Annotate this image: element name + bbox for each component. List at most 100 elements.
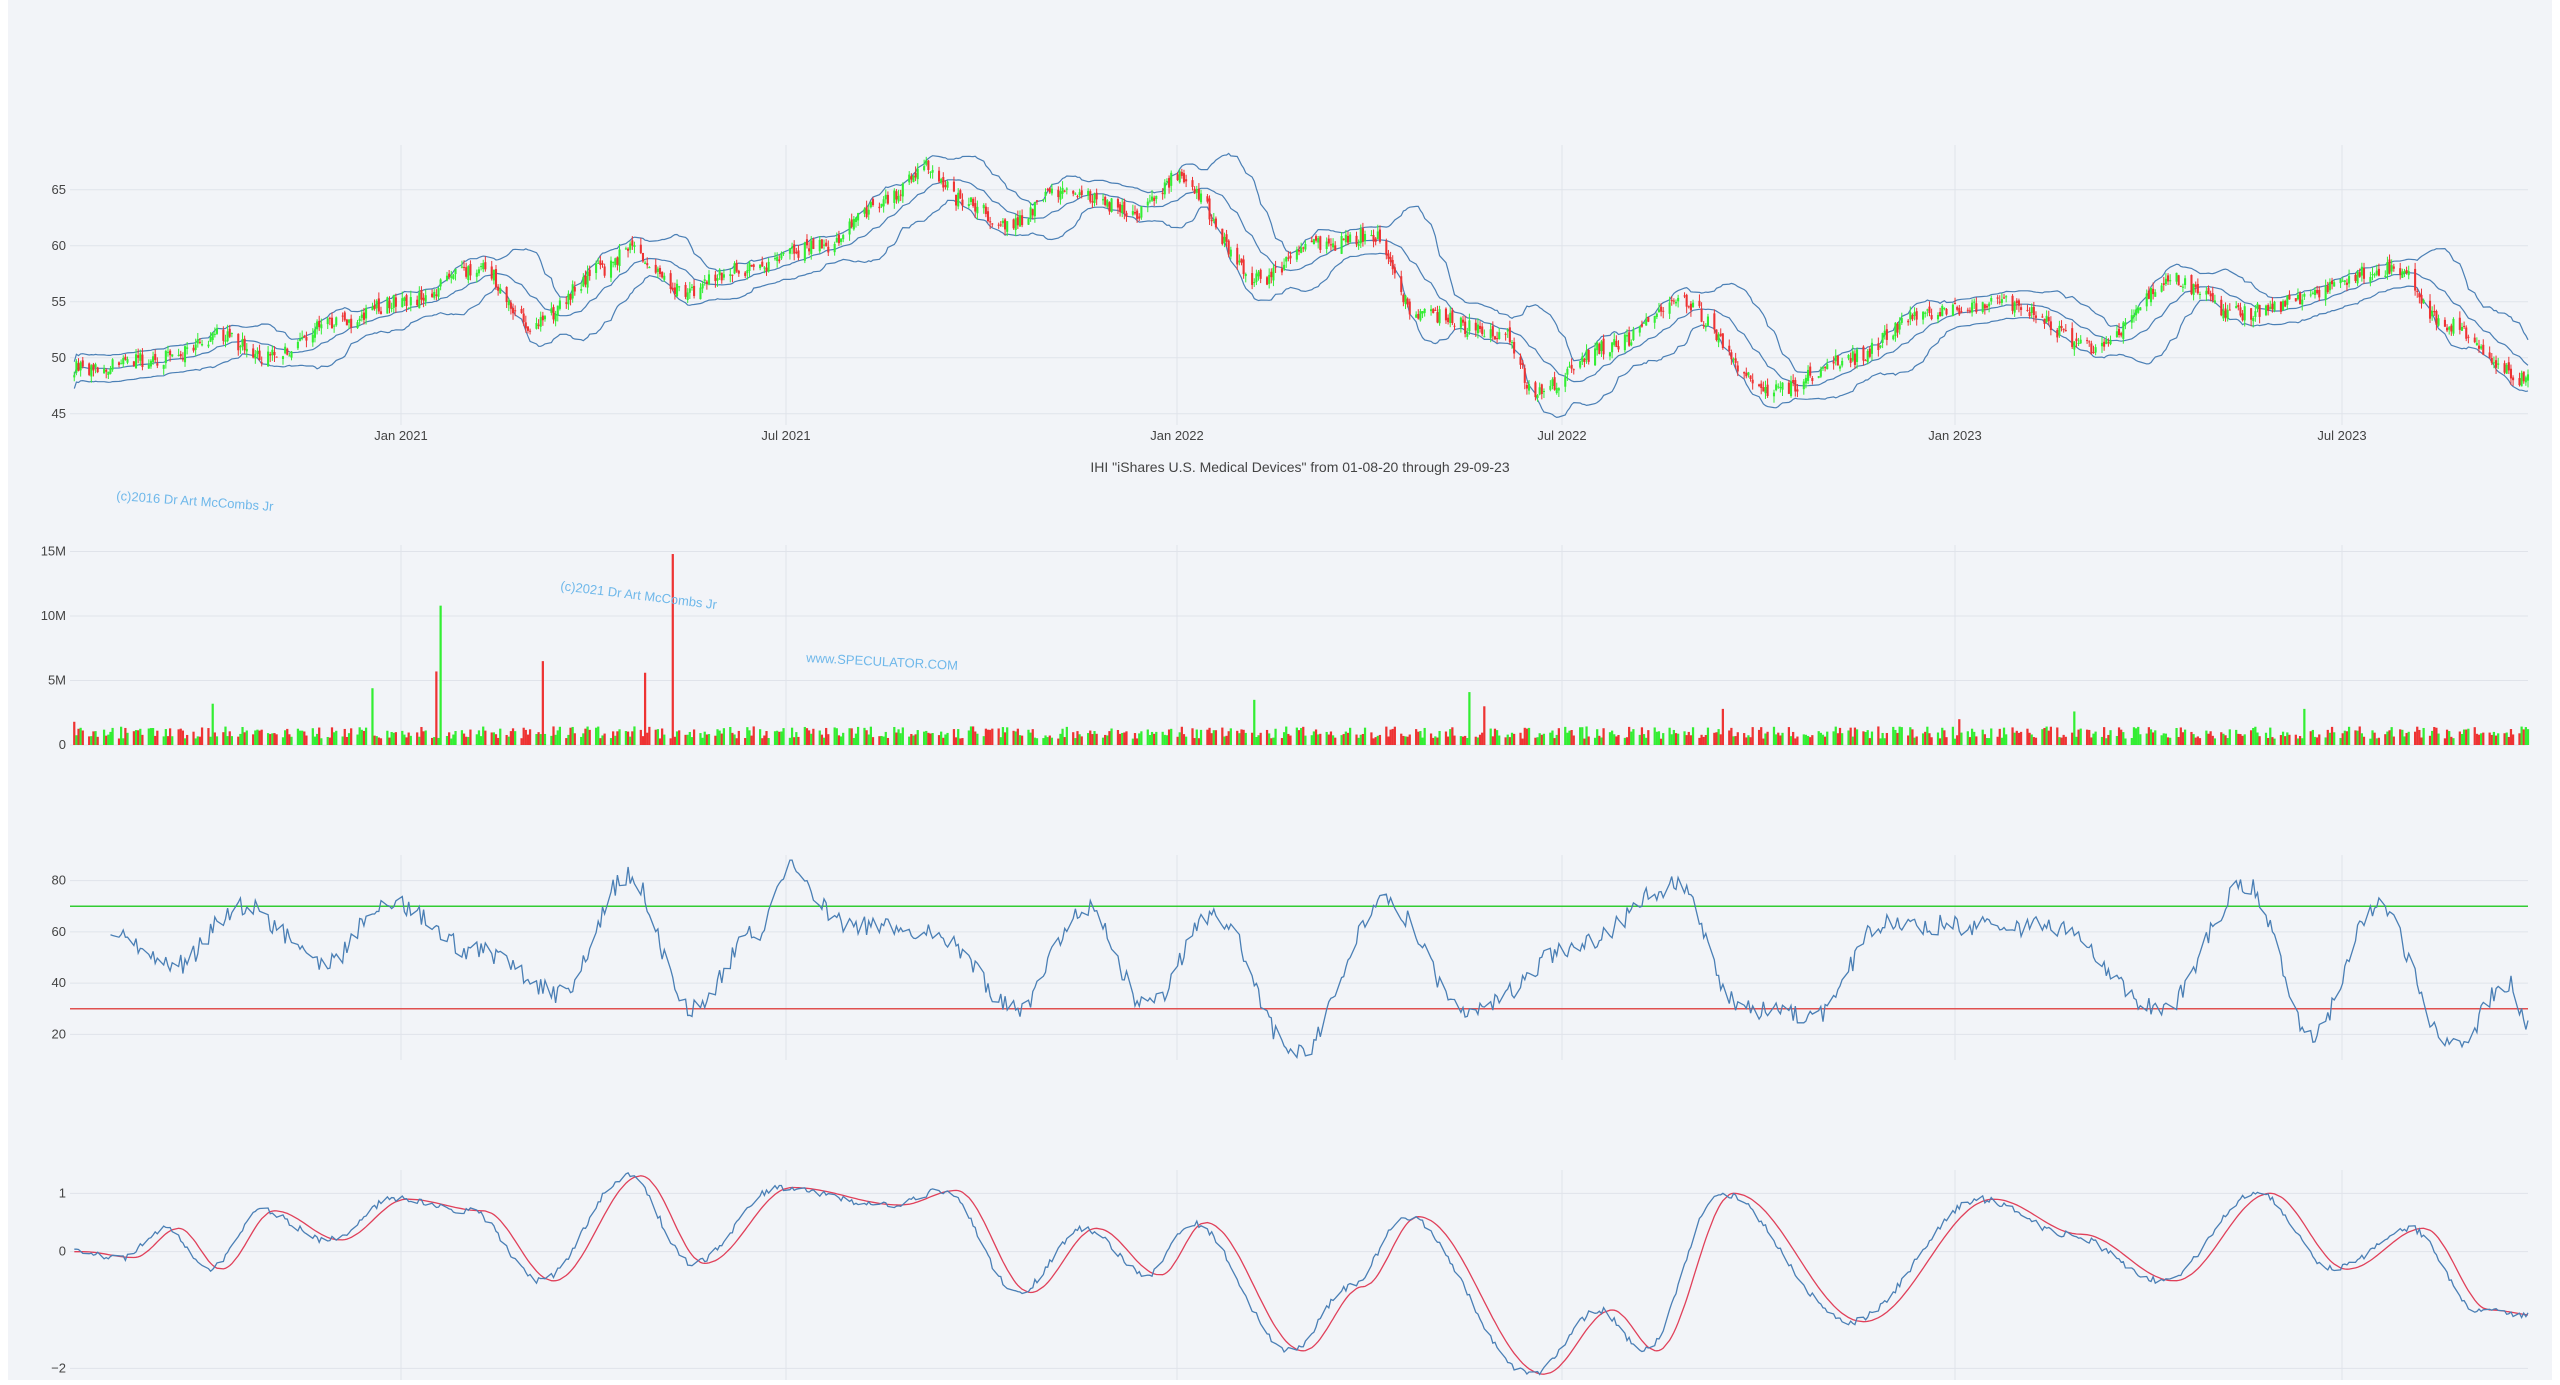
volume-bar bbox=[1687, 731, 1690, 745]
volume-bar bbox=[1826, 731, 1829, 745]
candle-body bbox=[343, 312, 346, 321]
volume-bar bbox=[109, 731, 112, 745]
candle-body bbox=[603, 266, 606, 276]
candle-body bbox=[1093, 193, 1096, 203]
volume-bar bbox=[820, 734, 824, 745]
candle-body bbox=[2132, 314, 2135, 318]
candle-body bbox=[328, 317, 331, 319]
candle-body bbox=[955, 194, 958, 206]
volume-bar bbox=[462, 733, 466, 745]
candle-body bbox=[2107, 342, 2110, 344]
volume-bar bbox=[377, 737, 380, 745]
candle-body bbox=[1101, 199, 1105, 201]
candle-body bbox=[90, 365, 93, 377]
candle-body bbox=[2343, 280, 2346, 283]
volume-bar bbox=[626, 731, 630, 745]
volume-bar bbox=[1483, 706, 1486, 745]
candle-body bbox=[1985, 305, 1989, 308]
volume-bar bbox=[565, 738, 568, 745]
candle-body bbox=[588, 269, 591, 276]
candle-body bbox=[927, 160, 930, 170]
candle-body bbox=[2522, 371, 2525, 382]
candle-body bbox=[2139, 307, 2142, 311]
volume-bar bbox=[927, 732, 930, 745]
candle-body bbox=[1474, 322, 1477, 331]
volume-bar bbox=[567, 734, 570, 745]
volume-bar bbox=[790, 727, 794, 745]
volume-bar bbox=[2405, 732, 2408, 745]
volume-bar bbox=[2505, 732, 2508, 745]
volume-bar bbox=[944, 734, 947, 745]
candle-body bbox=[2384, 275, 2387, 278]
candle-body bbox=[1014, 218, 1017, 231]
volume-bar bbox=[1847, 730, 1850, 745]
candle-body bbox=[1359, 229, 1362, 244]
volume-bar bbox=[1176, 736, 1179, 745]
candle-body bbox=[2328, 282, 2331, 291]
volume-bar bbox=[1259, 732, 1262, 745]
candle-body bbox=[1342, 238, 1345, 240]
candle-body bbox=[298, 338, 302, 341]
candle-body bbox=[1907, 320, 1910, 323]
volume-bar bbox=[1421, 737, 1424, 745]
volume-bar bbox=[2341, 733, 2344, 745]
candle-body bbox=[1123, 201, 1126, 213]
volume-bar bbox=[469, 729, 472, 745]
volume-bar bbox=[897, 729, 900, 745]
candle-body bbox=[882, 199, 885, 207]
volume-bar bbox=[164, 729, 167, 745]
volume-bar bbox=[1728, 730, 1731, 745]
candle-body bbox=[260, 362, 263, 364]
volume-bar bbox=[448, 732, 451, 745]
candle-body bbox=[2264, 305, 2268, 316]
volume-bar bbox=[290, 736, 293, 745]
volume-bar bbox=[1655, 731, 1658, 745]
volume-bar bbox=[1319, 733, 1322, 745]
volume-bar bbox=[215, 736, 219, 745]
volume-bar bbox=[1170, 728, 1173, 745]
volume-bar bbox=[1423, 727, 1426, 745]
volume-bar bbox=[1155, 731, 1158, 745]
candle-body bbox=[224, 340, 227, 342]
volume-bar bbox=[356, 734, 359, 745]
candle-body bbox=[669, 273, 672, 289]
candle-body bbox=[584, 275, 587, 285]
volume-bar bbox=[2115, 736, 2119, 745]
volume-bar bbox=[1280, 738, 1284, 745]
volume-bar bbox=[1907, 735, 1910, 745]
candle-body bbox=[2002, 297, 2006, 299]
price-ytick-label-0: 45 bbox=[52, 406, 66, 421]
candle-body bbox=[2465, 327, 2468, 339]
candle-body bbox=[505, 286, 508, 303]
volume-bar bbox=[450, 738, 453, 745]
candle-body bbox=[912, 175, 915, 182]
volume-bar bbox=[2139, 734, 2142, 745]
volume-bar bbox=[1732, 736, 1735, 745]
volume-bar bbox=[869, 726, 872, 745]
candle-body bbox=[1389, 257, 1392, 262]
volume-bar bbox=[541, 661, 544, 745]
candle-body bbox=[1513, 341, 1516, 354]
volume-bar bbox=[805, 728, 809, 745]
volume-bar bbox=[1312, 731, 1316, 745]
candle-body bbox=[893, 190, 896, 203]
candle-body bbox=[373, 305, 376, 309]
volume-bar bbox=[2482, 732, 2485, 745]
volume-bar bbox=[1370, 732, 1373, 745]
candle-body bbox=[2414, 268, 2417, 291]
volume-bar bbox=[1238, 733, 1241, 745]
volume-bar bbox=[1719, 734, 1722, 745]
volume-bar bbox=[1161, 731, 1164, 745]
candle-body bbox=[1372, 235, 1375, 242]
volume-ytick-label-1: 5M bbox=[48, 672, 66, 687]
candle-body bbox=[1536, 395, 1539, 398]
volume-bar bbox=[226, 736, 229, 745]
candle-body bbox=[269, 354, 272, 356]
candle-body bbox=[326, 318, 329, 325]
volume-bar bbox=[296, 728, 300, 745]
volume-bar bbox=[750, 735, 753, 745]
volume-bar bbox=[793, 737, 796, 745]
volume-bar bbox=[254, 730, 257, 745]
volume-bar bbox=[569, 727, 572, 745]
